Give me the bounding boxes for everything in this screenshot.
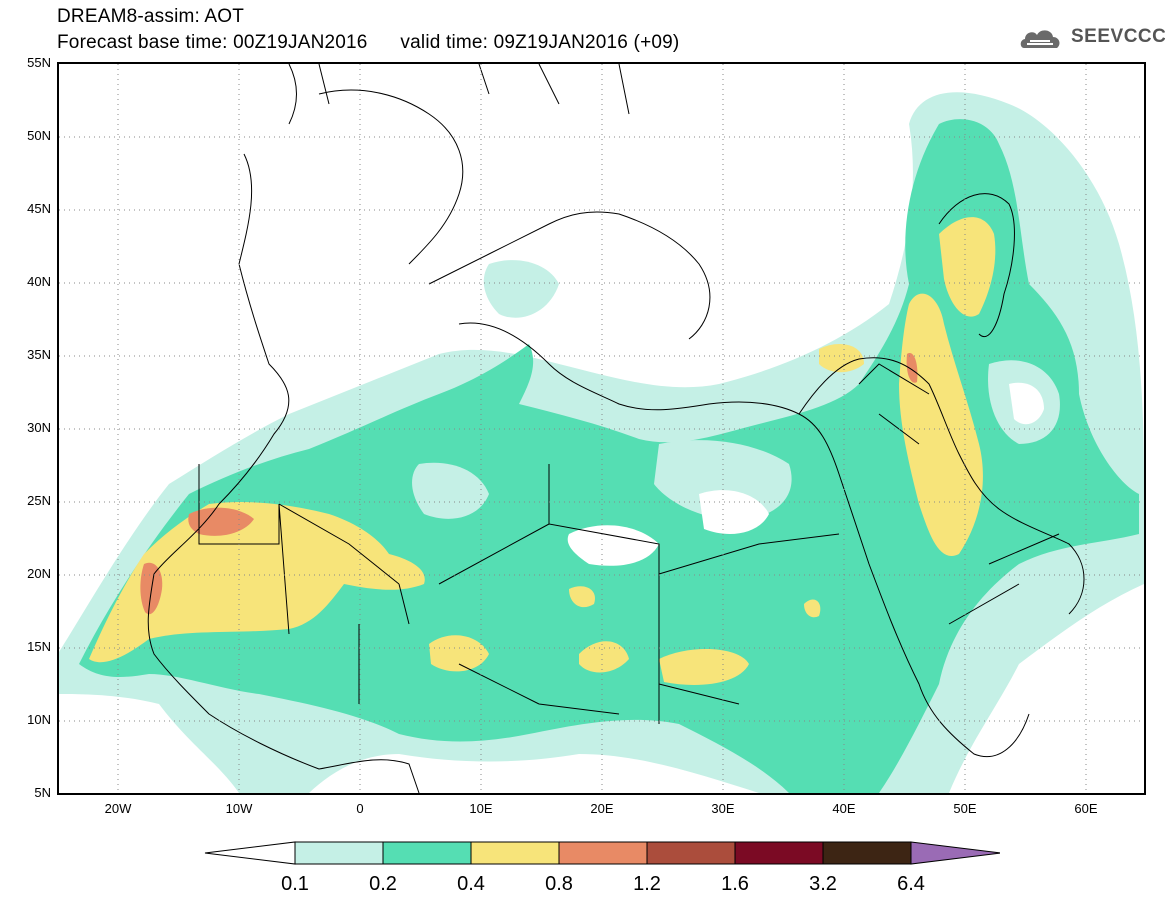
lat-label: 5N [34, 785, 51, 800]
lon-label: 20W [104, 801, 132, 816]
lat-label: 50N [27, 128, 51, 143]
lon-label: 10W [225, 801, 253, 816]
colorbar-segment [470, 841, 560, 865]
aot-level-0.2 [79, 119, 1139, 793]
lon-label: 50E [953, 801, 977, 816]
logo-text: SEEVCCC [1071, 26, 1165, 47]
lat-label: 30N [27, 420, 51, 435]
lon-label: 10E [469, 801, 493, 816]
colorbar-tick-label: 0.4 [457, 873, 485, 895]
lon-label: 20E [590, 801, 614, 816]
colorbar-tick-label: 1.2 [633, 873, 661, 895]
colorbar-tick-label: 0.1 [281, 873, 309, 895]
lon-label: 60E [1074, 801, 1098, 816]
colorbar-tick-label: 3.2 [809, 873, 837, 895]
lat-label: 45N [27, 201, 51, 216]
colorbar-segment [382, 841, 472, 865]
colorbar-underflow-arrow [204, 841, 296, 865]
lat-label: 55N [27, 55, 51, 70]
lat-label: 15N [27, 639, 51, 654]
colorbar-segment [294, 841, 384, 865]
colorbar-tick-label: 1.6 [721, 873, 749, 895]
lat-label: 10N [27, 712, 51, 727]
cloud-icon [1020, 30, 1060, 48]
lon-label: 40E [832, 801, 856, 816]
lat-label: 25N [27, 493, 51, 508]
colorbar-segment [646, 841, 736, 865]
colorbar-overflow-arrow [910, 841, 1000, 865]
colorbar-segment [558, 841, 648, 865]
map-title: DREAM8-assim: AOT [57, 6, 245, 27]
colorbar [204, 841, 1000, 865]
lat-label: 40N [27, 274, 51, 289]
colorbar-segment [734, 841, 824, 865]
lon-label: 30E [711, 801, 735, 816]
aot-map [59, 64, 1144, 793]
colorbar-tick-label: 0.2 [369, 873, 397, 895]
colorbar-tick-label: 6.4 [897, 873, 925, 895]
lat-label: 35N [27, 347, 51, 362]
graticule [59, 64, 1144, 793]
aot-level-0.4 [89, 217, 996, 685]
aot-below-0.1 [567, 382, 1044, 566]
lon-label: 0 [356, 801, 364, 816]
lat-label: 20N [27, 566, 51, 581]
colorbar-tick-label: 0.8 [545, 873, 573, 895]
colorbar-segment [822, 841, 912, 865]
map-panel [57, 62, 1146, 795]
map-subtitle-times: Forecast base time: 00Z19JAN2016 valid t… [57, 32, 680, 53]
